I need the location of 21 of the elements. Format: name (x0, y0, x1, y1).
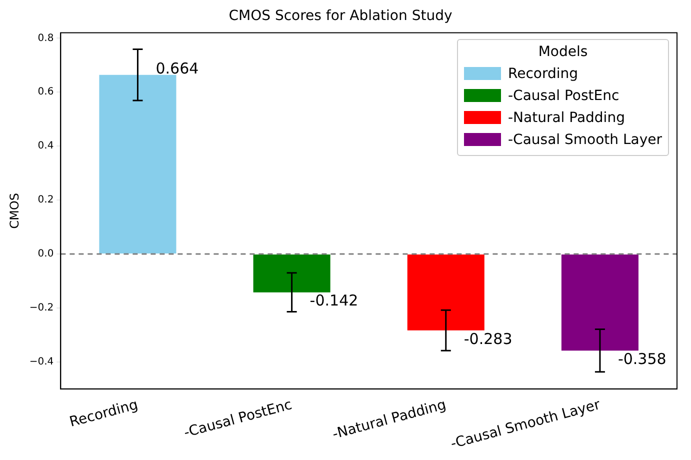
y-tick-label: 0.0 (38, 248, 54, 260)
data-label: -0.142 (310, 292, 358, 310)
y-tick-label: 0.8 (38, 32, 54, 44)
legend-label: -Causal PostEnc (508, 88, 620, 104)
legend-label: -Natural Padding (508, 110, 625, 126)
legend-title: Models (537, 44, 589, 60)
y-tick-label: 0.2 (38, 194, 54, 206)
data-label: 0.664 (156, 59, 199, 78)
x-tick-label: -Causal PostEnc (182, 396, 294, 442)
y-axis-title: CMOS (7, 192, 22, 229)
legend-label: -Causal Smooth Layer (508, 132, 662, 148)
x-tick-label: -Causal Smooth Layer (449, 396, 602, 452)
y-tick-label: 0.6 (38, 86, 54, 98)
data-label: -0.283 (464, 330, 512, 348)
x-tick-label: -Natural Padding (330, 396, 448, 443)
legend-label: Recording (508, 66, 578, 82)
chart-title: CMOS Scores for Ablation Study (228, 8, 452, 24)
y-tick-label: −0.4 (29, 356, 54, 368)
y-tick-label: −0.2 (29, 302, 54, 314)
data-label: -0.358 (618, 350, 666, 368)
y-tick-label: 0.4 (38, 140, 54, 152)
